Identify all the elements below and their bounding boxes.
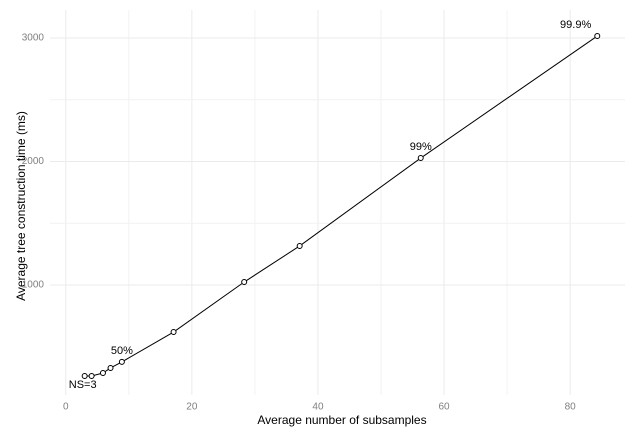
y-tick-label: 3000 — [22, 33, 45, 44]
point — [170, 329, 177, 336]
point — [296, 242, 303, 249]
point-label: 99.9% — [560, 19, 591, 31]
point-label: NS=3 — [69, 379, 97, 391]
point — [594, 33, 601, 40]
y-tick-label: 2000 — [22, 156, 45, 167]
y-tick-label: 1000 — [22, 280, 45, 291]
point — [118, 358, 125, 365]
point — [99, 370, 106, 377]
line — [84, 35, 598, 377]
grid — [50, 10, 625, 395]
x-tick-label: 0 — [63, 402, 69, 413]
point-label: 50% — [111, 345, 133, 357]
point — [88, 372, 95, 379]
point — [81, 372, 88, 379]
point — [241, 279, 248, 286]
x-tick-label: 60 — [438, 402, 450, 413]
point — [417, 155, 424, 162]
x-tick-label: 80 — [565, 402, 577, 413]
x-axis-title: Average number of subsamples — [257, 413, 426, 427]
point-label: 99% — [410, 141, 432, 153]
x-tick-label: 40 — [312, 402, 324, 413]
point — [107, 364, 114, 371]
y-axis-title: Average tree construction time (ms) — [14, 111, 28, 301]
x-tick-label: 20 — [186, 402, 198, 413]
